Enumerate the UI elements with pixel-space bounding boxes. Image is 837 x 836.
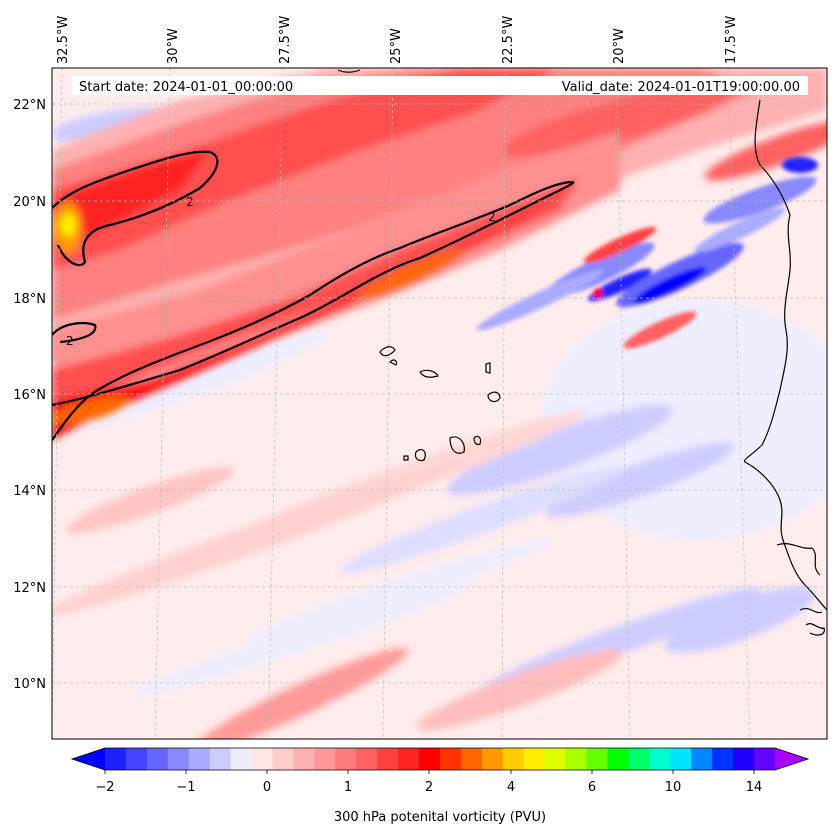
- colorbar-segment: [460, 748, 483, 770]
- colorbar-segment: [356, 748, 378, 770]
- contour-west: [52, 321, 97, 344]
- date-banner: [72, 76, 808, 95]
- graticule: [52, 68, 827, 739]
- island: [419, 369, 439, 378]
- lon-label: 27.5°W: [278, 16, 293, 64]
- colorbar-tick-label: 6: [588, 780, 596, 795]
- colorbar-segment: [586, 748, 609, 770]
- colorbar-segment: [440, 748, 462, 770]
- lat-label: 12°N: [13, 581, 46, 596]
- colorbar-segment: [293, 748, 315, 770]
- pv-2-contours: [52, 150, 575, 441]
- contour-label: 2: [488, 210, 496, 224]
- island: [485, 362, 491, 374]
- colorbar-ticks: [104, 770, 755, 774]
- island: [379, 346, 396, 357]
- lon-label: 20°W: [612, 28, 627, 64]
- colorbar-segment: [502, 748, 525, 770]
- colorbar-tick-label: 14: [746, 780, 763, 795]
- lon-label: 25°W: [389, 28, 404, 64]
- island: [403, 455, 409, 461]
- colorbar-segment: [335, 748, 357, 770]
- lon-label: 32.5°W: [56, 16, 71, 64]
- colorbar-segment: [733, 748, 755, 770]
- start-date: Start date: 2024-01-01_00:00:00: [79, 80, 293, 95]
- contour-label: 2: [66, 334, 74, 348]
- colorbar-min-arrow: [72, 748, 105, 770]
- lat-label: 16°N: [13, 388, 46, 403]
- colorbar-segment: [105, 748, 127, 770]
- colorbar-segment: [167, 748, 190, 770]
- colorbar-segment: [712, 748, 734, 770]
- colorbar-segments: [105, 748, 776, 770]
- island: [449, 436, 465, 454]
- colorbar-segment: [398, 748, 420, 770]
- colorbar-tick-label: 1: [344, 780, 352, 795]
- colorbar-segment: [230, 748, 253, 770]
- contour-main: [52, 180, 575, 441]
- colorbar-tick-label: 2: [425, 780, 433, 795]
- island: [473, 435, 482, 446]
- negative-pv-streaks: [476, 157, 818, 349]
- colorbar-segment: [670, 748, 692, 770]
- colorbar-segment: [188, 748, 211, 770]
- valid-date: Valid_date: 2024-01-01T19:00:00.00: [562, 80, 800, 95]
- lon-label: 17.5°W: [724, 16, 739, 64]
- latitude-axis: 22°N 20°N 18°N 16°N 14°N 12°N 10°N: [13, 98, 46, 692]
- colorbar: −2 −1 0 1 2 4 6 10 14 300 hPa potenital …: [70, 747, 810, 825]
- map-panel: 2 2 2: [51, 67, 828, 740]
- colorbar-tick-label: 10: [665, 780, 682, 795]
- colorbar-segment: [607, 748, 630, 770]
- longitude-axis: 32.5°W 30°W 27.5°W 25°W 22.5°W 20°W 17.5…: [56, 16, 739, 64]
- island: [414, 448, 426, 462]
- colorbar-segment: [377, 748, 399, 770]
- colorbar-title: 300 hPa potenital vorticity (PVU): [334, 810, 546, 825]
- coastline: [337, 69, 827, 636]
- contour-north: [52, 150, 219, 267]
- coast-inlet: [799, 608, 823, 614]
- colorbar-tick-label: −2: [95, 780, 114, 795]
- colorbar-tick-label: 0: [263, 780, 271, 795]
- colorbar-segment: [419, 748, 441, 770]
- colorbar-segment: [523, 748, 546, 770]
- colorbar-segment: [481, 748, 504, 770]
- colorbar-tick-label: 4: [507, 780, 515, 795]
- island: [487, 391, 501, 403]
- island: [805, 623, 825, 636]
- colorbar-segment: [209, 748, 232, 770]
- colorbar-segment: [251, 748, 274, 770]
- island: [337, 69, 361, 73]
- lat-label: 22°N: [13, 98, 46, 113]
- lat-label: 14°N: [13, 484, 46, 499]
- contour-label: 2: [186, 195, 194, 209]
- colorbar-segment: [628, 748, 650, 770]
- colorbar-segment: [125, 748, 148, 770]
- map-frame: [51, 67, 828, 740]
- coast-inlet: [776, 543, 821, 576]
- lat-label: 10°N: [13, 677, 46, 692]
- lon-label: 22.5°W: [501, 16, 516, 64]
- colorbar-segment: [754, 748, 776, 770]
- colorbar-segment: [649, 748, 671, 770]
- island: [388, 359, 398, 366]
- colorbar-segment: [691, 748, 713, 770]
- colorbar-segment: [565, 748, 588, 770]
- colorbar-segment: [314, 748, 336, 770]
- colorbar-segment: [146, 748, 169, 770]
- colorbar-max-arrow: [775, 748, 808, 770]
- lon-label: 30°W: [166, 28, 181, 64]
- colorbar-segment: [544, 748, 567, 770]
- lat-label: 18°N: [13, 292, 46, 307]
- colorbar-segment: [272, 748, 295, 770]
- lat-label: 20°N: [13, 195, 46, 210]
- colorbar-tick-label: −1: [176, 780, 195, 795]
